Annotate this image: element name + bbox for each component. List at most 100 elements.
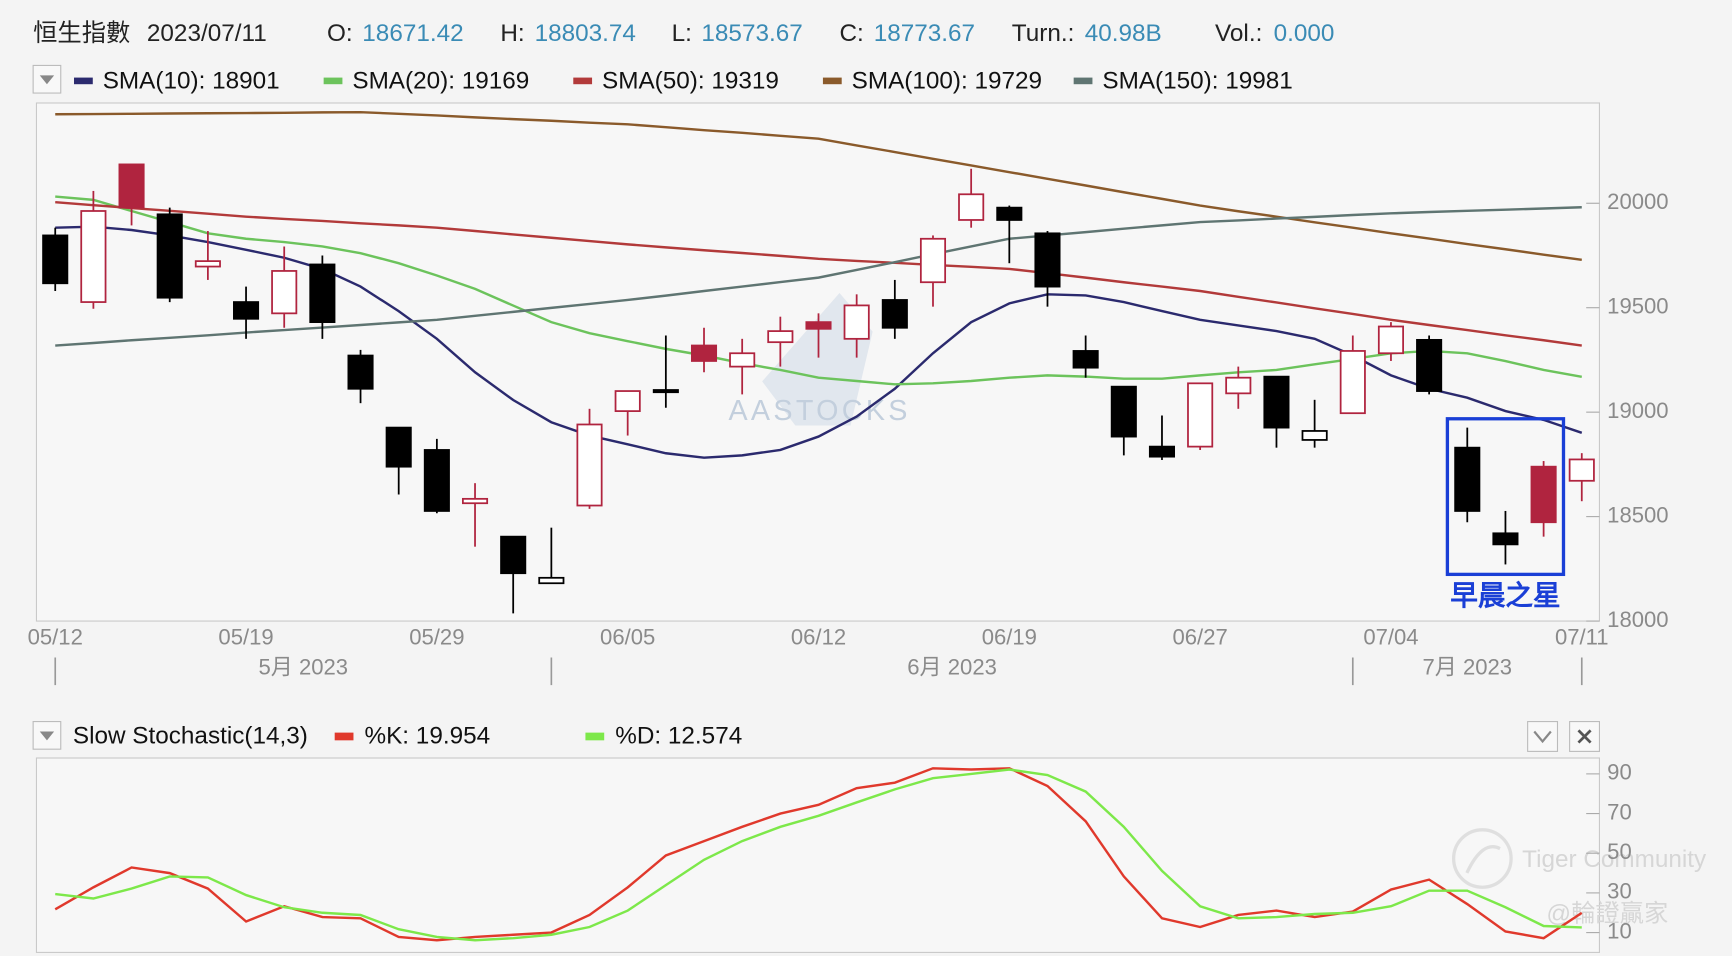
header-label: O: xyxy=(327,20,353,47)
y-tick-label: 90 xyxy=(1607,760,1632,785)
x-tick-label: 05/12 xyxy=(28,625,83,650)
header-value: 18573.67 xyxy=(701,20,802,47)
legend-swatch xyxy=(334,732,354,741)
candle-body xyxy=(1034,232,1061,288)
x-tick-label: 06/05 xyxy=(600,625,655,650)
candle-body xyxy=(385,426,412,468)
header-label: Vol.: xyxy=(1215,20,1262,47)
candle-body xyxy=(461,497,489,505)
legend-label: SMA(20): 19169 xyxy=(352,67,529,94)
date: 2023/07/11 xyxy=(147,20,267,47)
candle-body xyxy=(1492,532,1519,546)
month-label: 7月 2023 xyxy=(1422,654,1512,679)
candle-body xyxy=(843,304,870,340)
y-tick-label: 50 xyxy=(1607,839,1632,864)
header-value: 0.000 xyxy=(1274,20,1335,47)
candle-body xyxy=(1301,430,1328,441)
candle-body xyxy=(767,330,794,344)
series-line xyxy=(55,195,1582,386)
legend-label: SMA(150): 19981 xyxy=(1102,67,1292,94)
candle-body xyxy=(423,449,450,512)
x-tick-label: 07/11 xyxy=(1555,625,1609,650)
candle-body xyxy=(1187,382,1214,448)
series-line xyxy=(54,767,1583,942)
header-label: Turn.: xyxy=(1012,20,1075,47)
header-label: L: xyxy=(672,20,692,47)
legend-label: SMA(100): 19729 xyxy=(852,67,1042,94)
legend-label: SMA(10): 18901 xyxy=(103,67,280,94)
candle-body xyxy=(80,210,107,303)
x-tick-label: 05/19 xyxy=(218,625,273,650)
candle-body xyxy=(576,423,603,507)
header-label: C: xyxy=(839,20,863,47)
plot-area xyxy=(35,757,1601,953)
x-tick-label: 07/04 xyxy=(1363,625,1418,650)
candle-body xyxy=(652,389,679,394)
candle-body xyxy=(271,270,298,315)
legend-label: %K: 19.954 xyxy=(365,722,491,749)
watermark: AASTOCKS xyxy=(728,395,910,427)
y-tick-label: 18500 xyxy=(1607,502,1668,527)
candle-body xyxy=(309,263,336,324)
watermark: Tiger Community xyxy=(1522,846,1707,873)
legend-label: SMA(50): 19319 xyxy=(602,67,779,94)
y-tick-label: 10 xyxy=(1607,918,1632,943)
candle-body xyxy=(881,299,908,329)
candle-body xyxy=(1148,445,1176,458)
candle-body xyxy=(1072,350,1099,369)
candle-body xyxy=(194,260,221,268)
legend-swatch xyxy=(822,77,842,85)
dropdown-button[interactable] xyxy=(32,721,62,750)
header-value: 18671.42 xyxy=(362,20,463,47)
month-label: 5月 2023 xyxy=(258,654,348,679)
month-label: 6月 2023 xyxy=(907,654,997,679)
candle-body xyxy=(1568,458,1595,482)
collapse-button[interactable] xyxy=(1527,721,1559,752)
candle-body xyxy=(500,535,527,575)
indicator-title: Slow Stochastic(14,3) xyxy=(73,722,308,749)
candle-body xyxy=(1454,446,1481,512)
series-line xyxy=(55,768,1582,942)
index-name: 恒生指數 xyxy=(33,20,130,47)
candle-body xyxy=(805,321,832,330)
x-tick-label: 05/29 xyxy=(409,625,464,650)
y-tick-label: 70 xyxy=(1607,799,1632,824)
candle-body xyxy=(538,576,565,585)
candle-body xyxy=(1416,338,1443,392)
legend-swatch xyxy=(585,732,605,741)
candle-body xyxy=(1225,376,1252,395)
annotation-box xyxy=(1445,417,1566,577)
close-button[interactable] xyxy=(1569,721,1601,752)
y-tick-label: 20000 xyxy=(1607,189,1668,214)
x-tick-label: 06/19 xyxy=(982,625,1037,650)
legend-label: %D: 12.574 xyxy=(615,722,742,749)
annotation: 早晨之星 xyxy=(1450,580,1560,611)
candle-body xyxy=(233,301,260,320)
y-tick-label: 30 xyxy=(1607,879,1632,904)
candle-body xyxy=(1110,385,1137,438)
candle-body xyxy=(347,354,374,390)
series-line xyxy=(55,206,1582,347)
candle-body xyxy=(958,193,985,221)
x-tick-label: 06/27 xyxy=(1173,625,1228,650)
y-tick-label: 19500 xyxy=(1607,294,1668,319)
legend-swatch xyxy=(323,77,343,85)
tiger-logo xyxy=(1451,828,1513,889)
y-tick-label: 18000 xyxy=(1607,607,1668,632)
series-line xyxy=(55,110,1582,262)
header-value: 18773.67 xyxy=(874,20,975,47)
legend-swatch xyxy=(1073,77,1093,85)
header-value: 18803.74 xyxy=(535,20,636,47)
candle-body xyxy=(1263,375,1290,429)
header-label: H: xyxy=(500,20,524,47)
candle-body xyxy=(156,213,183,299)
candle-body xyxy=(690,344,718,362)
dropdown-button[interactable] xyxy=(32,64,62,94)
legend-swatch xyxy=(74,77,93,85)
candle-body xyxy=(919,237,947,284)
candle-body xyxy=(1377,325,1404,355)
candle-body xyxy=(118,163,145,209)
candle-body xyxy=(1530,465,1557,524)
